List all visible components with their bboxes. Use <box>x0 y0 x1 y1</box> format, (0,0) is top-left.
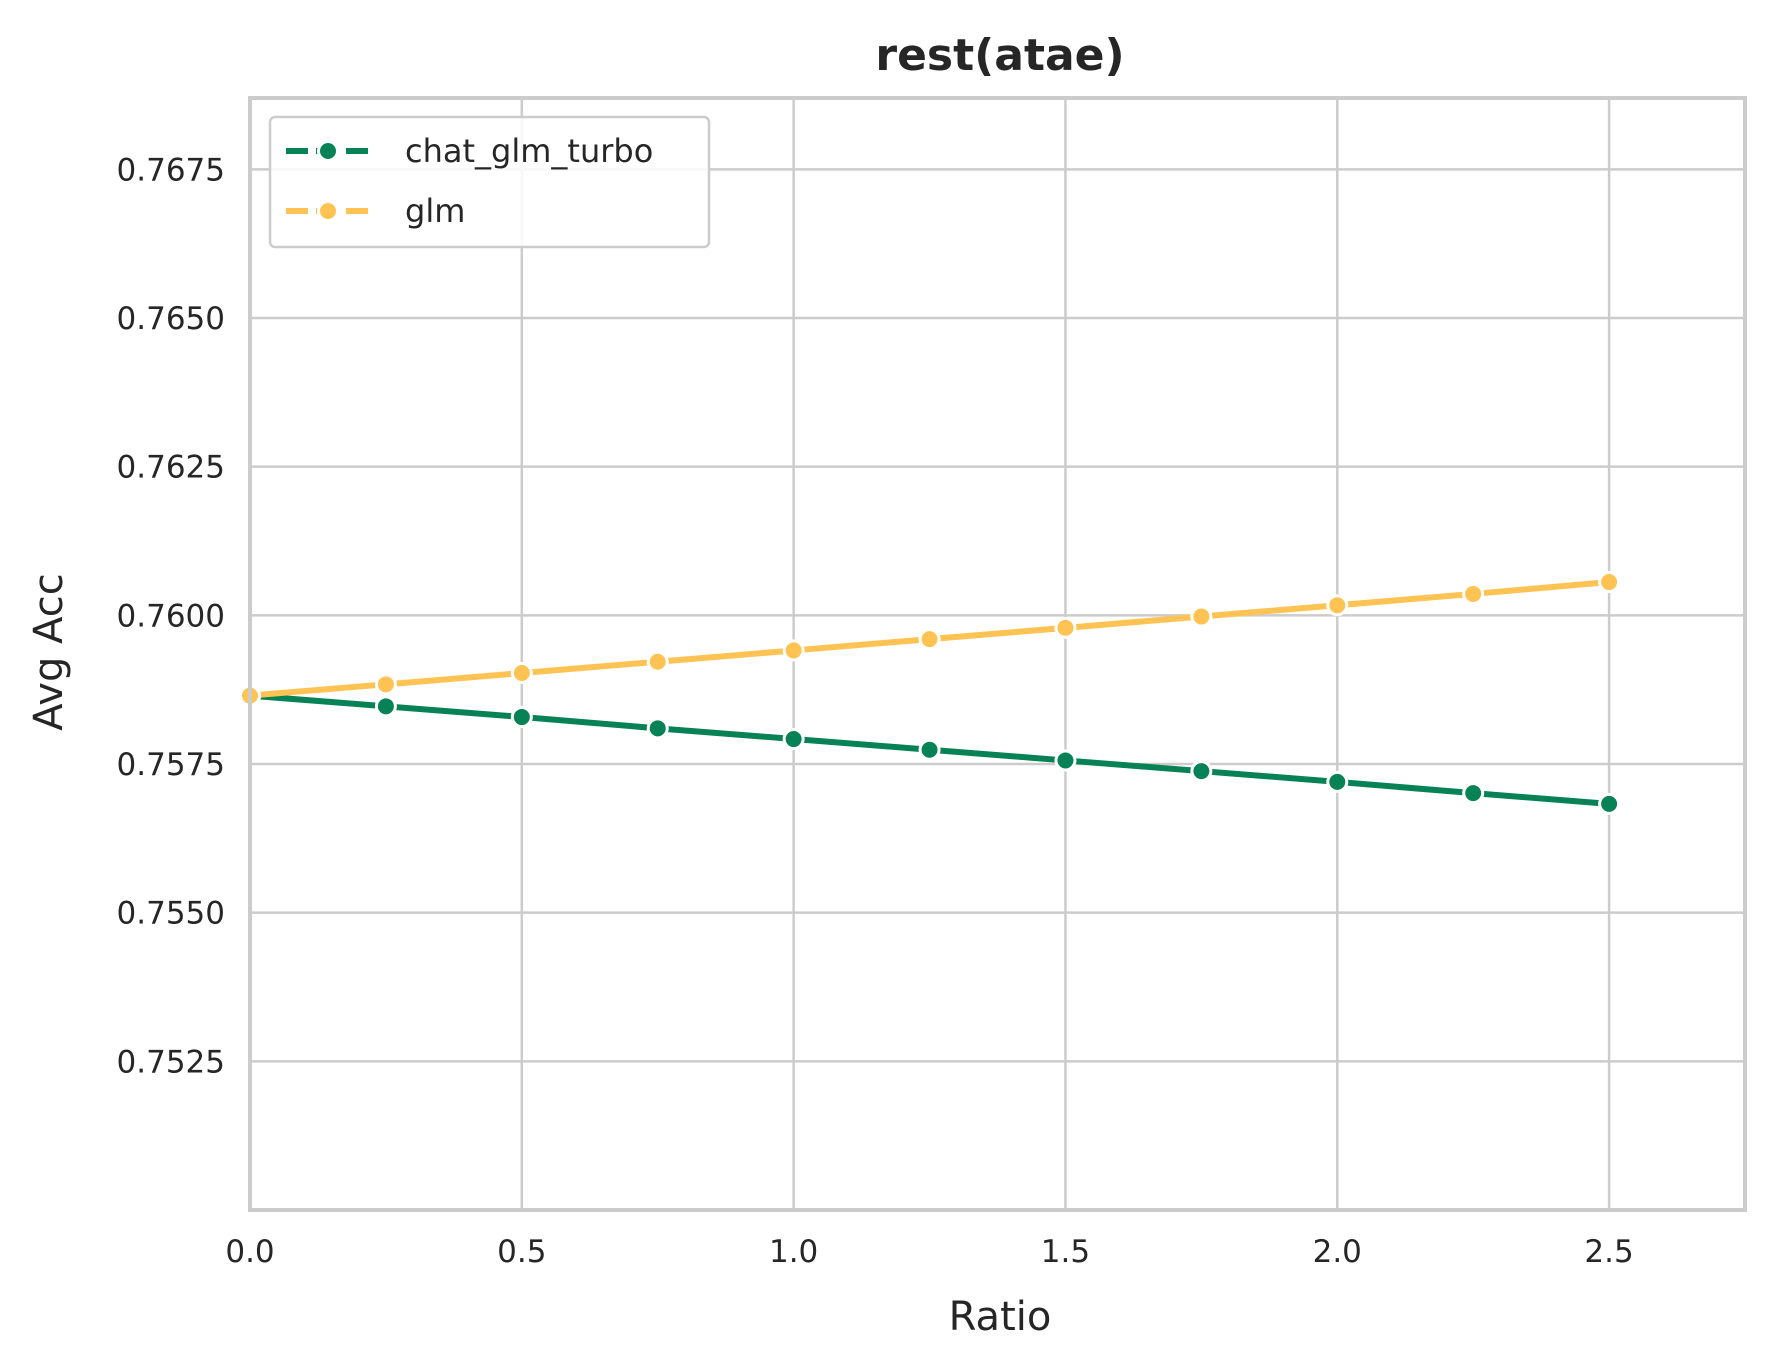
data-point <box>374 673 397 696</box>
data-point <box>1598 571 1621 594</box>
series-chat_glm_turbo <box>239 684 1621 815</box>
chart-title: rest(atae) <box>875 30 1124 81</box>
grid-lines <box>248 98 1745 1210</box>
data-point <box>918 628 941 651</box>
data-point <box>1190 760 1213 783</box>
y-tick-labels: 0.7525 0.7550 0.7575 0.7600 0.7625 0.7650 0.76… <box>117 152 225 1080</box>
data-point <box>1190 605 1213 628</box>
data-point <box>782 639 805 662</box>
x-tick-label: 2.5 <box>1584 1234 1633 1270</box>
y-tick-label: 0.7625 <box>117 450 225 486</box>
y-tick-label: 0.7575 <box>117 747 225 783</box>
y-tick-label: 0.7650 <box>117 301 225 337</box>
legend-item: glm <box>286 192 465 230</box>
data-point <box>1462 782 1485 805</box>
y-tick-label: 0.7525 <box>117 1044 225 1080</box>
data-point <box>1054 749 1077 772</box>
data-point <box>646 650 669 673</box>
x-tick-labels: 0.0 0.5 1.0 1.5 2.0 2.5 <box>225 1234 1633 1270</box>
data-point <box>646 717 669 740</box>
x-tick-label: 1.0 <box>769 1234 818 1270</box>
series-layer <box>239 571 1621 815</box>
data-point <box>1462 582 1485 605</box>
data-point <box>1054 616 1077 639</box>
data-point <box>510 662 533 685</box>
legend-label: chat_glm_turbo <box>405 132 653 170</box>
y-tick-label: 0.7550 <box>117 896 225 932</box>
data-point <box>510 706 533 729</box>
data-point <box>1598 792 1621 815</box>
y-axis-label: Avg Acc <box>26 573 72 730</box>
y-tick-label: 0.7675 <box>117 152 225 188</box>
legend-marker-swatch <box>317 140 339 162</box>
x-tick-label: 0.0 <box>225 1234 274 1270</box>
legend-item: chat_glm_turbo <box>286 132 653 170</box>
data-point <box>782 728 805 751</box>
x-tick-label: 1.5 <box>1041 1234 1090 1270</box>
data-point <box>918 738 941 761</box>
data-point <box>1326 594 1349 617</box>
x-tick-label: 0.5 <box>497 1234 546 1270</box>
x-axis-label: Ratio <box>949 1294 1052 1340</box>
legend-box <box>268 115 711 249</box>
plot-frame <box>248 96 1747 1212</box>
legend-label: glm <box>405 192 465 230</box>
legend-marker-swatch <box>317 200 339 222</box>
data-point <box>1326 770 1349 793</box>
x-tick-label: 2.0 <box>1313 1234 1362 1270</box>
data-point <box>374 695 397 718</box>
y-tick-label: 0.7600 <box>117 598 225 634</box>
